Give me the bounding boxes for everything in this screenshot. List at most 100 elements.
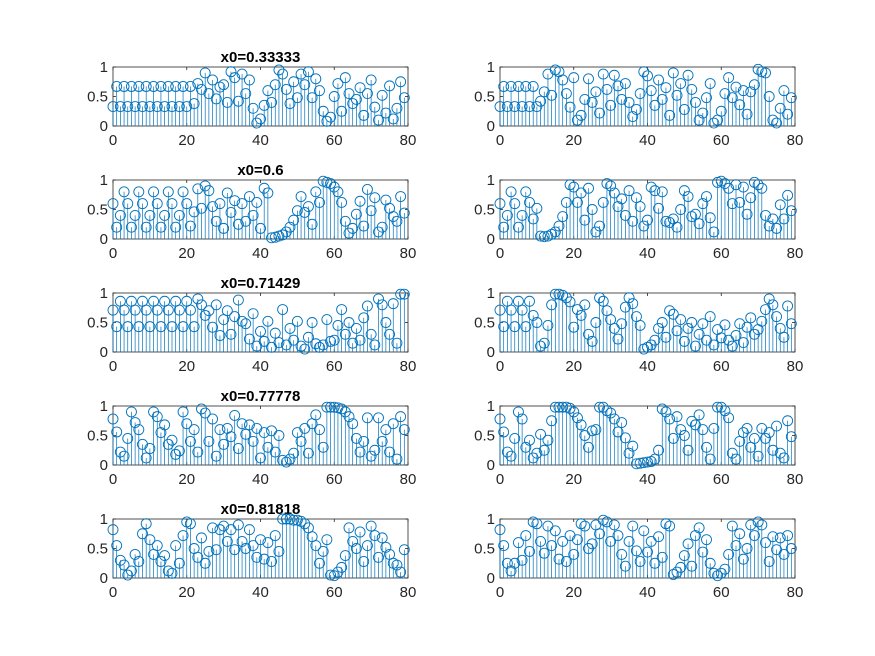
stem-marker xyxy=(531,317,543,328)
stem-marker xyxy=(361,183,373,195)
stem-marker xyxy=(243,191,255,202)
stem-marker xyxy=(155,221,167,233)
x-tick-label: 80 xyxy=(787,471,804,488)
stem-marker xyxy=(623,292,635,304)
x-tick-label: 40 xyxy=(639,584,656,601)
stem-marker xyxy=(140,518,152,530)
x-tick-label: 0 xyxy=(109,471,117,488)
stem-marker xyxy=(210,93,222,105)
subplot-8: 0 20 40 60 80 0 0.5 1 xyxy=(474,398,803,488)
stem-marker xyxy=(170,221,182,233)
stem-marker xyxy=(667,67,679,79)
stem-marker xyxy=(642,456,653,468)
stem-marker xyxy=(203,435,215,447)
stem-marker xyxy=(771,222,783,234)
stem-marker xyxy=(221,535,233,547)
x-tick-label: 20 xyxy=(178,358,195,375)
stem-marker xyxy=(299,518,311,530)
x-tick-label: 0 xyxy=(109,584,117,601)
stem-marker xyxy=(612,333,624,345)
stem-marker xyxy=(656,551,668,563)
stem-marker xyxy=(280,513,292,525)
stem-marker xyxy=(284,322,296,334)
stem-marker xyxy=(767,444,779,456)
stem-marker xyxy=(616,548,628,560)
stem-marker xyxy=(232,218,244,230)
stem-marker xyxy=(608,187,620,199)
stem-marker xyxy=(498,426,510,438)
stem-marker xyxy=(173,445,185,457)
stem-marker xyxy=(255,534,266,546)
stem-marker xyxy=(546,415,558,427)
stem-marker xyxy=(262,187,274,199)
stem-marker xyxy=(140,452,152,464)
stem-marker xyxy=(708,339,720,351)
stem-marker xyxy=(310,409,322,421)
stem-marker xyxy=(782,300,794,312)
stem-marker xyxy=(645,456,657,467)
stem-marker xyxy=(122,569,134,581)
stem-marker xyxy=(568,406,580,418)
stem-marker xyxy=(645,181,657,193)
stem-marker xyxy=(354,526,366,538)
stem-marker xyxy=(221,187,233,199)
y-tick-label: 0 xyxy=(100,118,108,135)
stem-marker xyxy=(767,213,779,225)
stem-marker xyxy=(627,298,639,310)
x-tick-label: 0 xyxy=(496,132,504,149)
stem-marker xyxy=(557,401,569,413)
subplot-title: x0=0.6 xyxy=(237,162,283,179)
stem-marker xyxy=(358,556,370,567)
stem-marker xyxy=(291,92,303,104)
stem-marker xyxy=(214,524,226,536)
y-tick-label: 1 xyxy=(487,511,495,528)
stem-marker xyxy=(785,431,797,443)
stem-marker xyxy=(310,338,322,350)
x-tick-label: 60 xyxy=(326,471,343,488)
stem-marker xyxy=(299,343,311,355)
stem-marker xyxy=(218,222,230,234)
stem-marker xyxy=(336,196,348,208)
stem-marker xyxy=(535,230,547,242)
stem-marker xyxy=(701,441,712,453)
stem-marker xyxy=(173,101,185,112)
stem-marker xyxy=(512,81,524,92)
stem-marker xyxy=(542,434,554,446)
stem-marker xyxy=(630,104,642,115)
x-tick-label: 40 xyxy=(252,245,269,262)
x-tick-label: 60 xyxy=(326,584,343,601)
x-tick-label: 60 xyxy=(713,132,730,149)
stem-marker xyxy=(343,317,355,328)
stem-marker xyxy=(232,294,244,306)
stem-marker xyxy=(560,196,572,208)
stem-marker xyxy=(601,405,613,417)
stem-marker xyxy=(269,530,281,541)
stem-marker xyxy=(557,74,569,86)
stem-marker xyxy=(520,530,532,541)
x-tick-label: 40 xyxy=(639,358,656,375)
stem-marker xyxy=(369,444,381,456)
stem-marker xyxy=(719,563,731,575)
stem-marker xyxy=(771,311,783,323)
stem-marker xyxy=(512,221,524,233)
stem-marker xyxy=(760,537,771,549)
stem-marker xyxy=(686,83,698,95)
stem-marker xyxy=(398,207,410,219)
stem-marker xyxy=(391,102,403,114)
stem-marker xyxy=(501,446,513,458)
y-tick-label: 1 xyxy=(100,511,108,528)
subplot-5: 0 20 40 60 80 0 0.5 1 x0=0.71429 xyxy=(87,275,416,375)
stem-marker xyxy=(726,520,738,532)
y-tick-label: 0 xyxy=(487,118,495,135)
y-tick-label: 0 xyxy=(487,344,495,361)
stem-marker xyxy=(170,81,182,92)
stem-marker xyxy=(564,101,576,113)
x-tick-label: 0 xyxy=(496,245,504,262)
stem-marker xyxy=(571,534,583,546)
stem-marker xyxy=(269,79,281,91)
stem-marker xyxy=(181,101,193,112)
stem-marker xyxy=(262,85,274,97)
stem-marker xyxy=(273,64,285,76)
stem-marker xyxy=(229,544,241,556)
stem-marker xyxy=(114,101,126,112)
